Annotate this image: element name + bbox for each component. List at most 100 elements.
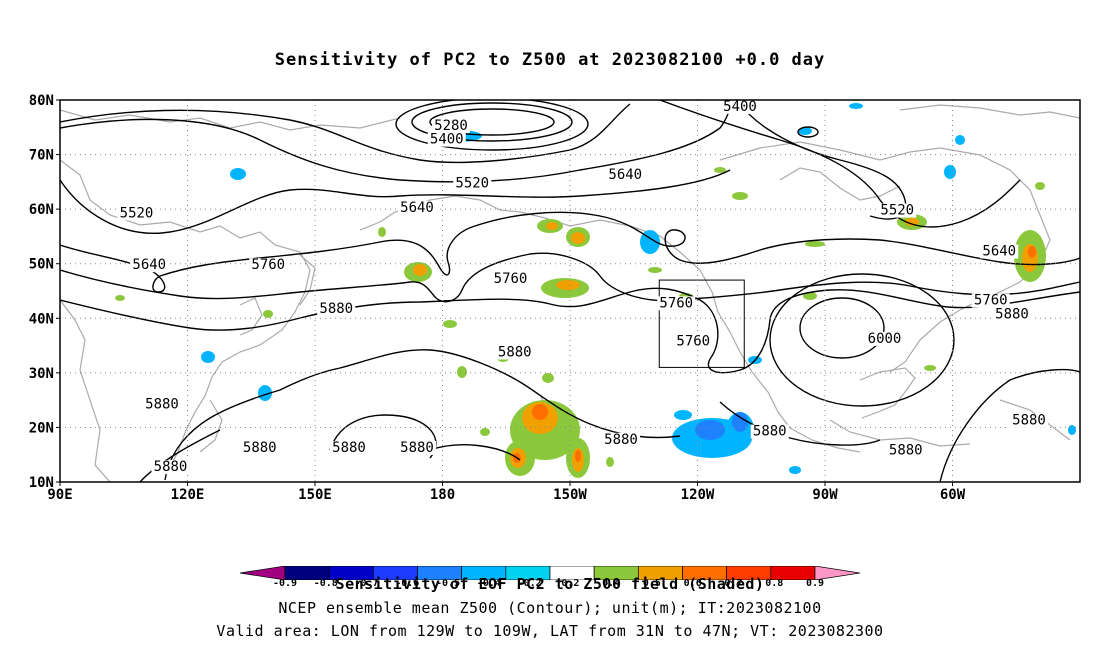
colorbar-level-label: -0.7	[354, 578, 379, 589]
lon-tick-label: 120E	[171, 487, 205, 503]
lon-tick-label: 90W	[812, 487, 838, 503]
contour-label: 5880	[145, 396, 179, 412]
lat-tick-label: 80N	[29, 93, 54, 109]
colorbar-level-label: 0.4	[602, 578, 621, 589]
contour-label: 5880	[753, 424, 787, 440]
colorbar-level-label: -0.4	[476, 578, 501, 589]
contour-label-bg	[606, 168, 645, 183]
z500-contours	[60, 100, 1080, 482]
contour-label-bg	[491, 271, 530, 286]
contour-label: 5760	[676, 334, 710, 350]
contour-label: 5640	[608, 167, 642, 183]
contour-label: 5880	[332, 440, 366, 456]
colorbar	[240, 566, 860, 580]
colorbar-level-label: -0.9	[272, 578, 298, 589]
contour-label: 5880	[604, 432, 638, 448]
contour-label: 5760	[659, 295, 693, 311]
colorbar-level-label: 0.7	[724, 578, 743, 589]
colorbar-level-label: 0.2	[561, 578, 580, 589]
contour-label: 5520	[455, 175, 489, 191]
contour-label: 5400	[723, 99, 757, 115]
contour-label: 5640	[400, 200, 434, 216]
lon-tick-label: 60W	[940, 487, 966, 503]
lon-tick-label: 150W	[553, 487, 587, 503]
contour-label-bg	[602, 432, 640, 447]
contour-label: 5760	[251, 257, 285, 273]
lon-tick-label: 90E	[47, 487, 72, 503]
contour-label: 5880	[243, 440, 277, 456]
longitude-axis: 90E 120E 150E 180 150W 120W 90W 60W	[47, 482, 966, 503]
contour-label: 5760	[974, 293, 1008, 309]
colorbar-level-label: 0.9	[805, 578, 825, 589]
contour-label-bg	[886, 443, 925, 458]
contour-label: 5520	[120, 205, 154, 221]
contour-label: 5520	[880, 203, 914, 219]
contour-label-bg	[398, 200, 436, 215]
contour-label: 5280	[434, 118, 468, 134]
contour-label-bg	[151, 460, 190, 475]
contour-label: 5880	[889, 443, 923, 459]
contour-label: 5880	[319, 301, 353, 317]
colorbar-level-label: -0.8	[313, 578, 338, 589]
contour-label-bg	[1010, 413, 1048, 428]
valid-area-box	[658, 279, 745, 368]
colorbar-level-label: 0.8	[765, 578, 784, 589]
contour-label: 6000	[868, 331, 902, 347]
sensitivity-shading	[115, 103, 1076, 478]
contour-label-bg	[980, 244, 1019, 259]
lat-tick-label: 70N	[29, 148, 54, 164]
contour-label-bg	[495, 345, 534, 360]
colorbar-caption: Sensitivity of EOF PC2 to Z500 field (Sh…	[335, 575, 765, 593]
contour-label-bg	[453, 176, 492, 191]
colorbar-labels: -0.9 -0.8 -0.7 -0.6 -0.5 -0.4 -0.2 0.2 0.4 0.5 0.6…	[240, 578, 860, 590]
contour-label: 5880	[400, 440, 434, 456]
contour-label: 5400	[430, 132, 464, 148]
lat-tick-label: 20N	[29, 420, 54, 436]
contour-label: 5880	[995, 306, 1029, 322]
contour-label-bg	[750, 424, 789, 439]
lon-tick-label: 180	[430, 487, 455, 503]
contour-label-bg	[865, 331, 904, 346]
footer-line-2: Valid area: LON from 129W to 109W, LAT f…	[216, 622, 884, 640]
colorbar-level-label: -0.5	[436, 578, 461, 589]
contour-label-bg	[971, 293, 1010, 308]
contour-label-bg	[330, 440, 368, 455]
contour-label-bg	[432, 119, 470, 134]
contour-label-bg	[143, 397, 181, 412]
contour-label-bg	[657, 296, 696, 311]
contour-label-bg	[674, 334, 713, 349]
contour-label: 5760	[494, 271, 528, 287]
lat-lon-grid	[60, 100, 1080, 482]
lon-tick-label: 150E	[298, 487, 332, 503]
lat-tick-label: 10N	[29, 475, 54, 491]
contour-label-bg	[117, 206, 156, 221]
colorbar-level-label: 0.6	[683, 578, 702, 589]
lat-tick-label: 40N	[29, 311, 54, 327]
contour-label: 5880	[1012, 413, 1046, 429]
contour-label-bg	[427, 132, 466, 147]
contour-label: 5640	[982, 244, 1016, 260]
lat-tick-label: 50N	[29, 257, 54, 273]
latitude-axis: 80N 70N 60N 50N 40N 30N 20N 10N	[29, 93, 60, 491]
contour-label-bg	[240, 440, 279, 455]
contour-label: 5880	[498, 344, 532, 360]
colorbar-level-label: -0.6	[395, 578, 420, 589]
colorbar-level-label: 0.5	[642, 578, 661, 589]
contour-label: 5640	[132, 257, 166, 273]
contour-label-bg	[130, 258, 169, 273]
colorbar-level-label: -0.2	[517, 578, 542, 589]
contour-label-bg	[878, 203, 917, 218]
contour-label-bg	[249, 258, 288, 273]
lat-tick-label: 60N	[29, 202, 54, 218]
colorbar-swatch	[814, 566, 860, 580]
contour-label-bg	[721, 100, 759, 114]
footer-line-1: NCEP ensemble mean Z500 (Contour); unit(…	[278, 599, 822, 617]
lat-tick-label: 30N	[29, 366, 54, 382]
contour-label-bg	[317, 301, 356, 316]
contour-label: 5880	[154, 459, 188, 475]
contour-label-bg	[993, 307, 1031, 322]
lon-tick-label: 120W	[681, 487, 715, 503]
contour-label-bg	[398, 440, 436, 455]
